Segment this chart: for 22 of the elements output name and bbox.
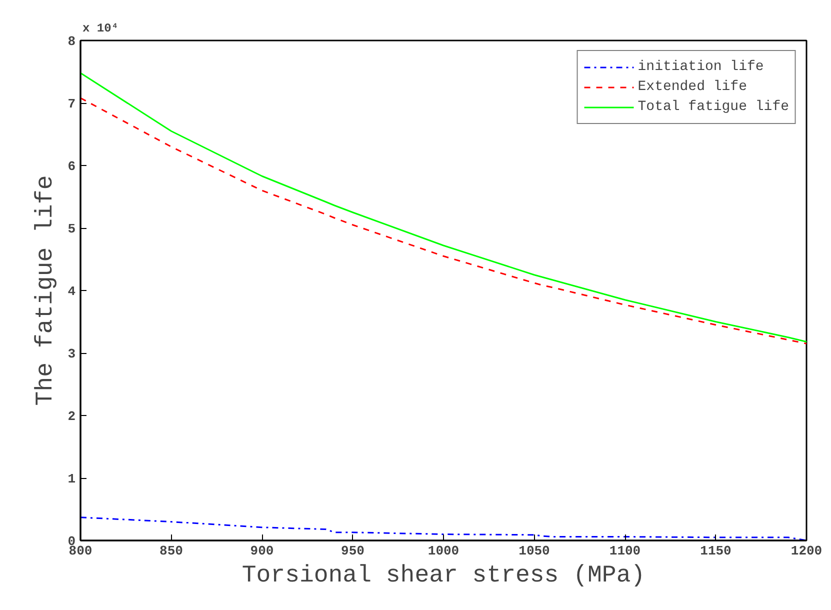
- x-axis-title: Torsional shear stress (MPa): [242, 562, 646, 590]
- y-tick-label: 5: [68, 222, 76, 236]
- x-tick-label: 1050: [518, 544, 550, 558]
- y-tick-label: 4: [68, 284, 76, 299]
- x-tick-label: 1000: [428, 544, 460, 558]
- x-tick-label: 1100: [609, 544, 641, 558]
- y-tick-label: 6: [68, 159, 76, 174]
- legend-label: Extended life: [638, 79, 747, 95]
- y-tick-label: 3: [68, 346, 76, 362]
- legend-label: Total fatigue life: [638, 99, 789, 115]
- y-tick-label: 8: [68, 34, 76, 49]
- x-tick-label: 950: [341, 544, 365, 558]
- x-tick-label: 900: [250, 544, 274, 558]
- legend-label: initiation life: [638, 59, 764, 75]
- x-tick-label: 850: [160, 544, 184, 558]
- y-tick-label: 7: [68, 96, 76, 112]
- text: x 10⁴: [82, 22, 119, 36]
- x-tick-label: 1150: [700, 544, 732, 558]
- y-tick-label: 2: [68, 409, 76, 424]
- y-tick-label: 1: [68, 472, 76, 486]
- y-axis-title: The fatigue life: [32, 175, 60, 406]
- x-tick-label: 1200: [790, 544, 822, 558]
